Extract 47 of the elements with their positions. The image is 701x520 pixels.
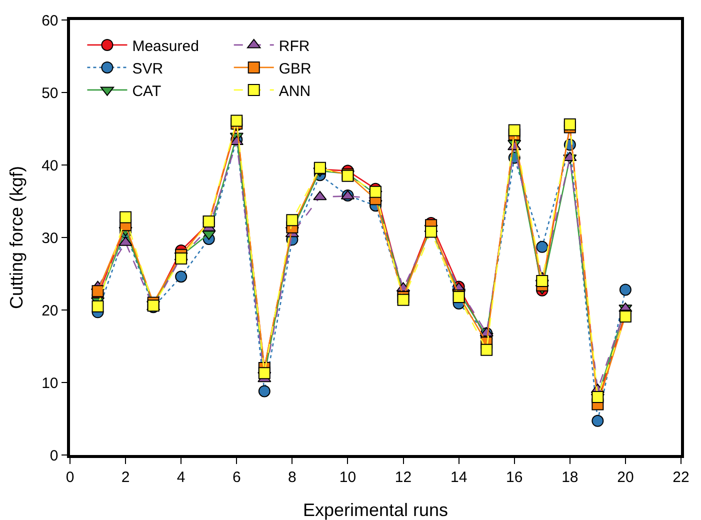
point bbox=[175, 270, 188, 283]
x-tick-label: 10 bbox=[339, 468, 356, 486]
legend-label: RFR bbox=[278, 38, 310, 55]
x-tick-label: 22 bbox=[672, 468, 690, 486]
x-tick-label: 16 bbox=[506, 468, 523, 486]
x-tick-label: 14 bbox=[450, 468, 468, 486]
point bbox=[258, 367, 270, 380]
y-tick-label: 40 bbox=[42, 157, 58, 174]
point bbox=[619, 284, 632, 296]
y-tick-label: 60 bbox=[42, 12, 58, 30]
point bbox=[92, 285, 104, 298]
y-tick-label: 50 bbox=[42, 84, 58, 102]
y-tick-label: 20 bbox=[42, 302, 58, 320]
point bbox=[592, 391, 604, 403]
legend-label: CAT bbox=[132, 82, 162, 100]
point bbox=[230, 114, 243, 127]
y-tick-label: 30 bbox=[42, 230, 58, 247]
x-tick-label: 18 bbox=[562, 468, 578, 486]
y-tick-label: 10 bbox=[42, 374, 58, 392]
x-tick-label: 0 bbox=[66, 468, 74, 486]
x-tick-label: 12 bbox=[394, 468, 412, 486]
x-tick-label: 4 bbox=[176, 468, 186, 486]
point bbox=[480, 344, 493, 356]
point bbox=[425, 226, 438, 238]
point bbox=[313, 190, 327, 200]
point bbox=[397, 294, 410, 306]
legend-label: GBR bbox=[278, 60, 312, 78]
point bbox=[592, 414, 604, 427]
x-tick-label: 20 bbox=[617, 468, 634, 486]
point bbox=[536, 275, 548, 287]
x-tick-label: 8 bbox=[288, 468, 296, 486]
point bbox=[120, 211, 132, 224]
y-tick-label: 0 bbox=[50, 447, 58, 464]
point bbox=[370, 186, 382, 198]
point bbox=[258, 385, 270, 398]
y-axis-title: Cutting force (kgf) bbox=[6, 166, 26, 310]
point bbox=[286, 214, 298, 226]
x-tick-label: 6 bbox=[232, 468, 241, 486]
legend-label: SVR bbox=[132, 60, 164, 78]
x-tick-label: 2 bbox=[121, 468, 130, 486]
point bbox=[175, 252, 188, 265]
point bbox=[508, 124, 520, 136]
legend-label: ANN bbox=[278, 82, 311, 100]
legend-label: Measured bbox=[132, 38, 199, 55]
point bbox=[92, 300, 104, 312]
point bbox=[536, 240, 548, 253]
x-axis-title: Experimental runs bbox=[302, 500, 448, 520]
